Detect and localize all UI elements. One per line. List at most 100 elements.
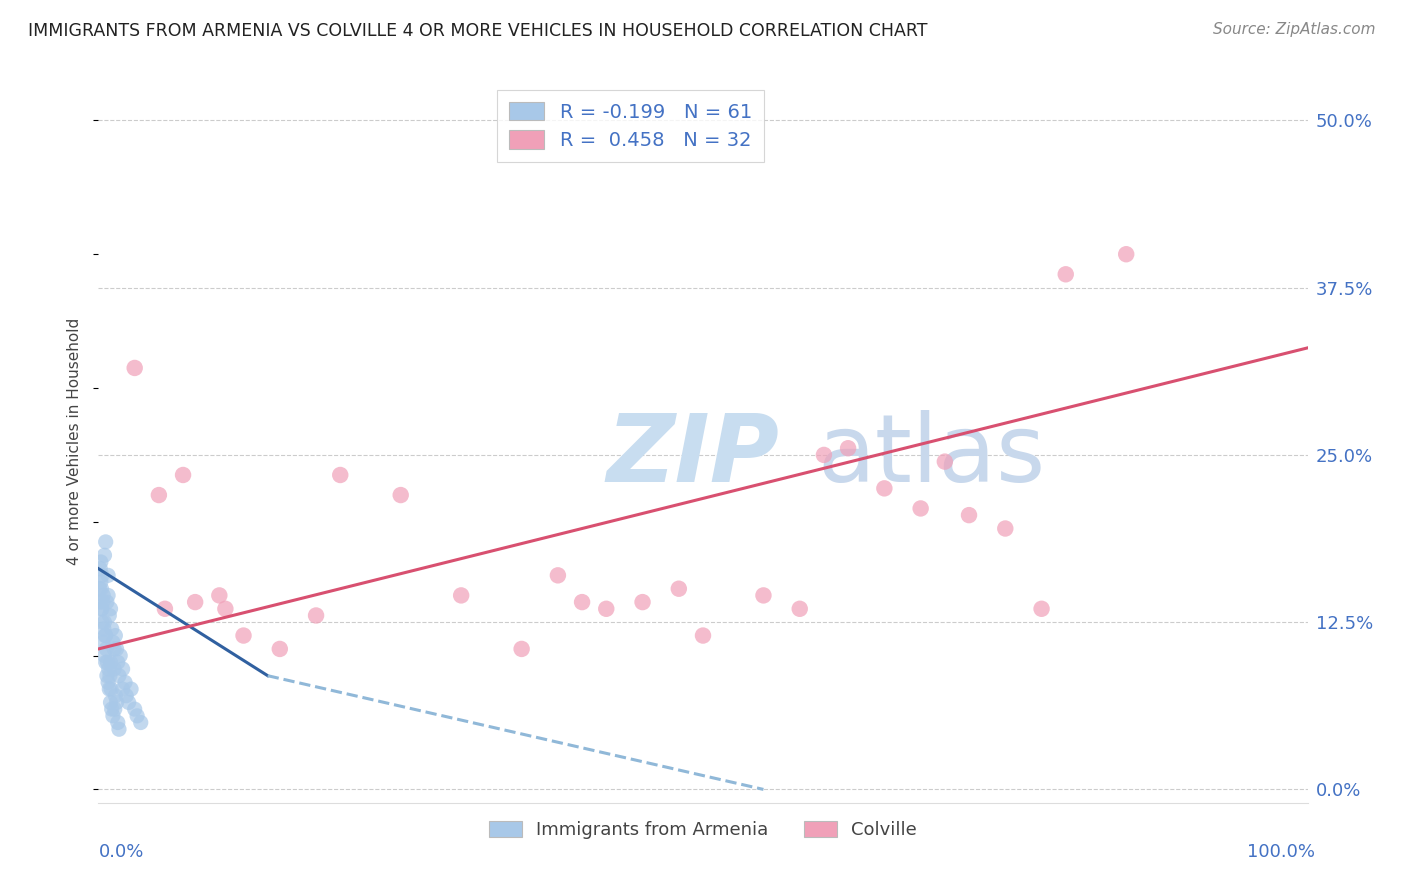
Point [813, 448, 835, 462]
Point [910, 501, 932, 516]
Point [668, 582, 690, 596]
Point [108, 669, 131, 683]
Text: 0.0%: 0.0% [98, 843, 143, 861]
Point [752, 589, 775, 603]
Point [105, 696, 128, 710]
Point [94, 628, 117, 642]
Point [115, 689, 138, 703]
Point [103, 662, 125, 676]
Point [208, 589, 231, 603]
Point [96, 669, 118, 683]
Point [94, 655, 117, 669]
Point [305, 608, 328, 623]
Point [108, 648, 131, 663]
Point [91, 595, 114, 609]
Point [90, 582, 112, 596]
Point [184, 595, 207, 609]
Point [118, 696, 141, 710]
Point [96, 595, 118, 609]
Point [98, 669, 121, 683]
Point [90, 602, 112, 616]
Point [93, 622, 115, 636]
Point [97, 662, 120, 676]
Point [96, 655, 118, 669]
Text: Source: ZipAtlas.com: Source: ZipAtlas.com [1212, 22, 1375, 37]
Point [153, 602, 176, 616]
Point [129, 715, 152, 730]
Point [90, 575, 112, 590]
Point [96, 642, 118, 657]
Point [547, 568, 569, 582]
Point [98, 681, 121, 696]
Point [89, 595, 111, 609]
Point [111, 681, 134, 696]
Legend: Immigrants from Armenia, Colville: Immigrants from Armenia, Colville [479, 812, 927, 848]
Point [104, 628, 127, 642]
Point [89, 582, 111, 596]
Point [837, 442, 859, 455]
Text: 100.0%: 100.0% [1247, 843, 1315, 861]
Point [101, 635, 124, 649]
Point [97, 589, 120, 603]
Point [101, 708, 124, 723]
Point [329, 467, 352, 482]
Point [120, 681, 142, 696]
Point [104, 689, 127, 703]
Point [105, 642, 128, 657]
Point [100, 696, 122, 710]
Point [91, 635, 114, 649]
Point [934, 455, 956, 469]
Point [994, 521, 1017, 535]
Point [98, 608, 121, 623]
Point [571, 595, 593, 609]
Point [91, 568, 114, 582]
Point [93, 615, 115, 630]
Point [692, 628, 714, 642]
Point [94, 535, 117, 549]
Point [89, 562, 111, 576]
Point [127, 708, 149, 723]
Point [124, 361, 146, 376]
Point [269, 642, 291, 657]
Point [93, 548, 115, 563]
Point [91, 602, 114, 616]
Point [103, 642, 125, 657]
Point [450, 589, 472, 603]
Point [100, 622, 122, 636]
Point [104, 702, 127, 716]
Point [108, 723, 131, 737]
Point [595, 602, 617, 616]
Text: IMMIGRANTS FROM ARMENIA VS COLVILLE 4 OR MORE VEHICLES IN HOUSEHOLD CORRELATION : IMMIGRANTS FROM ARMENIA VS COLVILLE 4 OR… [28, 22, 928, 40]
Point [214, 602, 236, 616]
Point [91, 589, 114, 603]
Point [124, 702, 146, 716]
Point [90, 555, 112, 569]
Text: ZIP: ZIP [606, 410, 779, 502]
Point [172, 467, 194, 482]
Point [1115, 247, 1137, 261]
Point [100, 702, 122, 716]
Point [91, 615, 114, 630]
Point [97, 568, 120, 582]
Point [107, 655, 129, 669]
Point [93, 648, 115, 663]
Point [114, 675, 136, 690]
Point [97, 675, 120, 690]
Point [389, 488, 412, 502]
Point [631, 595, 654, 609]
Point [94, 628, 117, 642]
Point [1031, 602, 1053, 616]
Point [107, 715, 129, 730]
Point [789, 602, 811, 616]
Point [111, 662, 134, 676]
Point [957, 508, 980, 523]
Point [100, 655, 122, 669]
Point [100, 681, 122, 696]
Text: atlas: atlas [818, 410, 1046, 502]
Point [873, 482, 896, 496]
Point [232, 628, 254, 642]
Point [100, 602, 122, 616]
Point [1054, 268, 1077, 282]
Y-axis label: 4 or more Vehicles in Household: 4 or more Vehicles in Household [67, 318, 83, 566]
Point [148, 488, 170, 502]
